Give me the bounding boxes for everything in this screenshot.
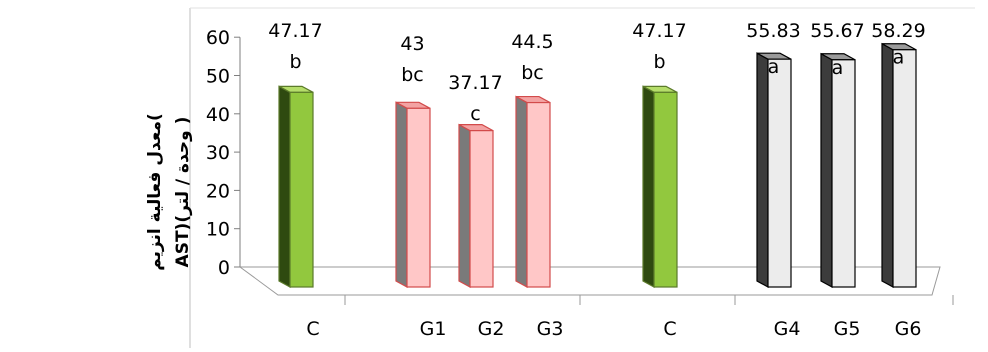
bar xyxy=(278,85,314,289)
bar xyxy=(642,85,678,289)
y-axis-label-line1: معدل فعالية انزيم( xyxy=(145,113,165,271)
y-tick-label: 10 xyxy=(206,219,230,241)
bar-side xyxy=(881,42,894,289)
y-tick-label: 40 xyxy=(206,104,230,126)
category-label: C xyxy=(306,318,319,340)
bar-front xyxy=(831,59,856,288)
value-label: 47.17 xyxy=(632,20,686,42)
bar-front xyxy=(406,107,431,288)
value-label: 47.17 xyxy=(268,20,322,42)
y-tick-label: 60 xyxy=(206,27,230,49)
bar-front xyxy=(653,91,678,288)
bar-front xyxy=(526,101,551,288)
bar xyxy=(881,42,917,289)
bar xyxy=(756,52,792,289)
category-label: G1 xyxy=(420,318,447,340)
significance-letter: a xyxy=(768,56,780,78)
bar xyxy=(395,101,431,289)
category-label: G6 xyxy=(895,318,922,340)
significance-letter: a xyxy=(832,57,844,79)
category-label: G5 xyxy=(834,318,861,340)
bar-side xyxy=(515,95,528,289)
bar-front xyxy=(289,91,314,288)
bar-side xyxy=(820,52,833,289)
significance-letter: bc xyxy=(401,64,424,86)
significance-letter: bc xyxy=(521,62,544,84)
bar-side xyxy=(756,52,769,289)
value-label: 55.67 xyxy=(810,20,864,42)
bar xyxy=(458,123,494,289)
category-label: G3 xyxy=(537,318,564,340)
significance-letter: b xyxy=(289,51,301,73)
category-label: G2 xyxy=(478,318,505,340)
y-tick-label: 50 xyxy=(206,66,230,88)
y-tick-label: 20 xyxy=(206,180,230,202)
bar-side xyxy=(642,85,655,289)
bar xyxy=(515,95,551,289)
value-label: 58.29 xyxy=(871,20,925,42)
y-tick-label: 0 xyxy=(218,257,230,279)
y-tick-label: 30 xyxy=(206,142,230,164)
value-label: 44.5 xyxy=(511,31,553,53)
bar-side xyxy=(278,85,291,289)
bar-front xyxy=(892,49,917,288)
significance-letter: a xyxy=(893,47,905,69)
category-label: C xyxy=(663,318,676,340)
bar-front xyxy=(469,130,494,288)
y-axis-label-line2: AST)(وحدة / لتر ) xyxy=(173,117,193,268)
bar-side xyxy=(458,123,471,289)
bar-side xyxy=(395,101,408,289)
bar xyxy=(820,52,856,289)
significance-letter: c xyxy=(470,103,480,125)
value-label: 37.17 xyxy=(448,72,502,94)
value-label: 43 xyxy=(400,33,424,55)
category-label: G4 xyxy=(774,318,801,340)
bar-front xyxy=(767,58,792,288)
significance-letter: b xyxy=(653,51,665,73)
value-label: 55.83 xyxy=(746,20,800,42)
